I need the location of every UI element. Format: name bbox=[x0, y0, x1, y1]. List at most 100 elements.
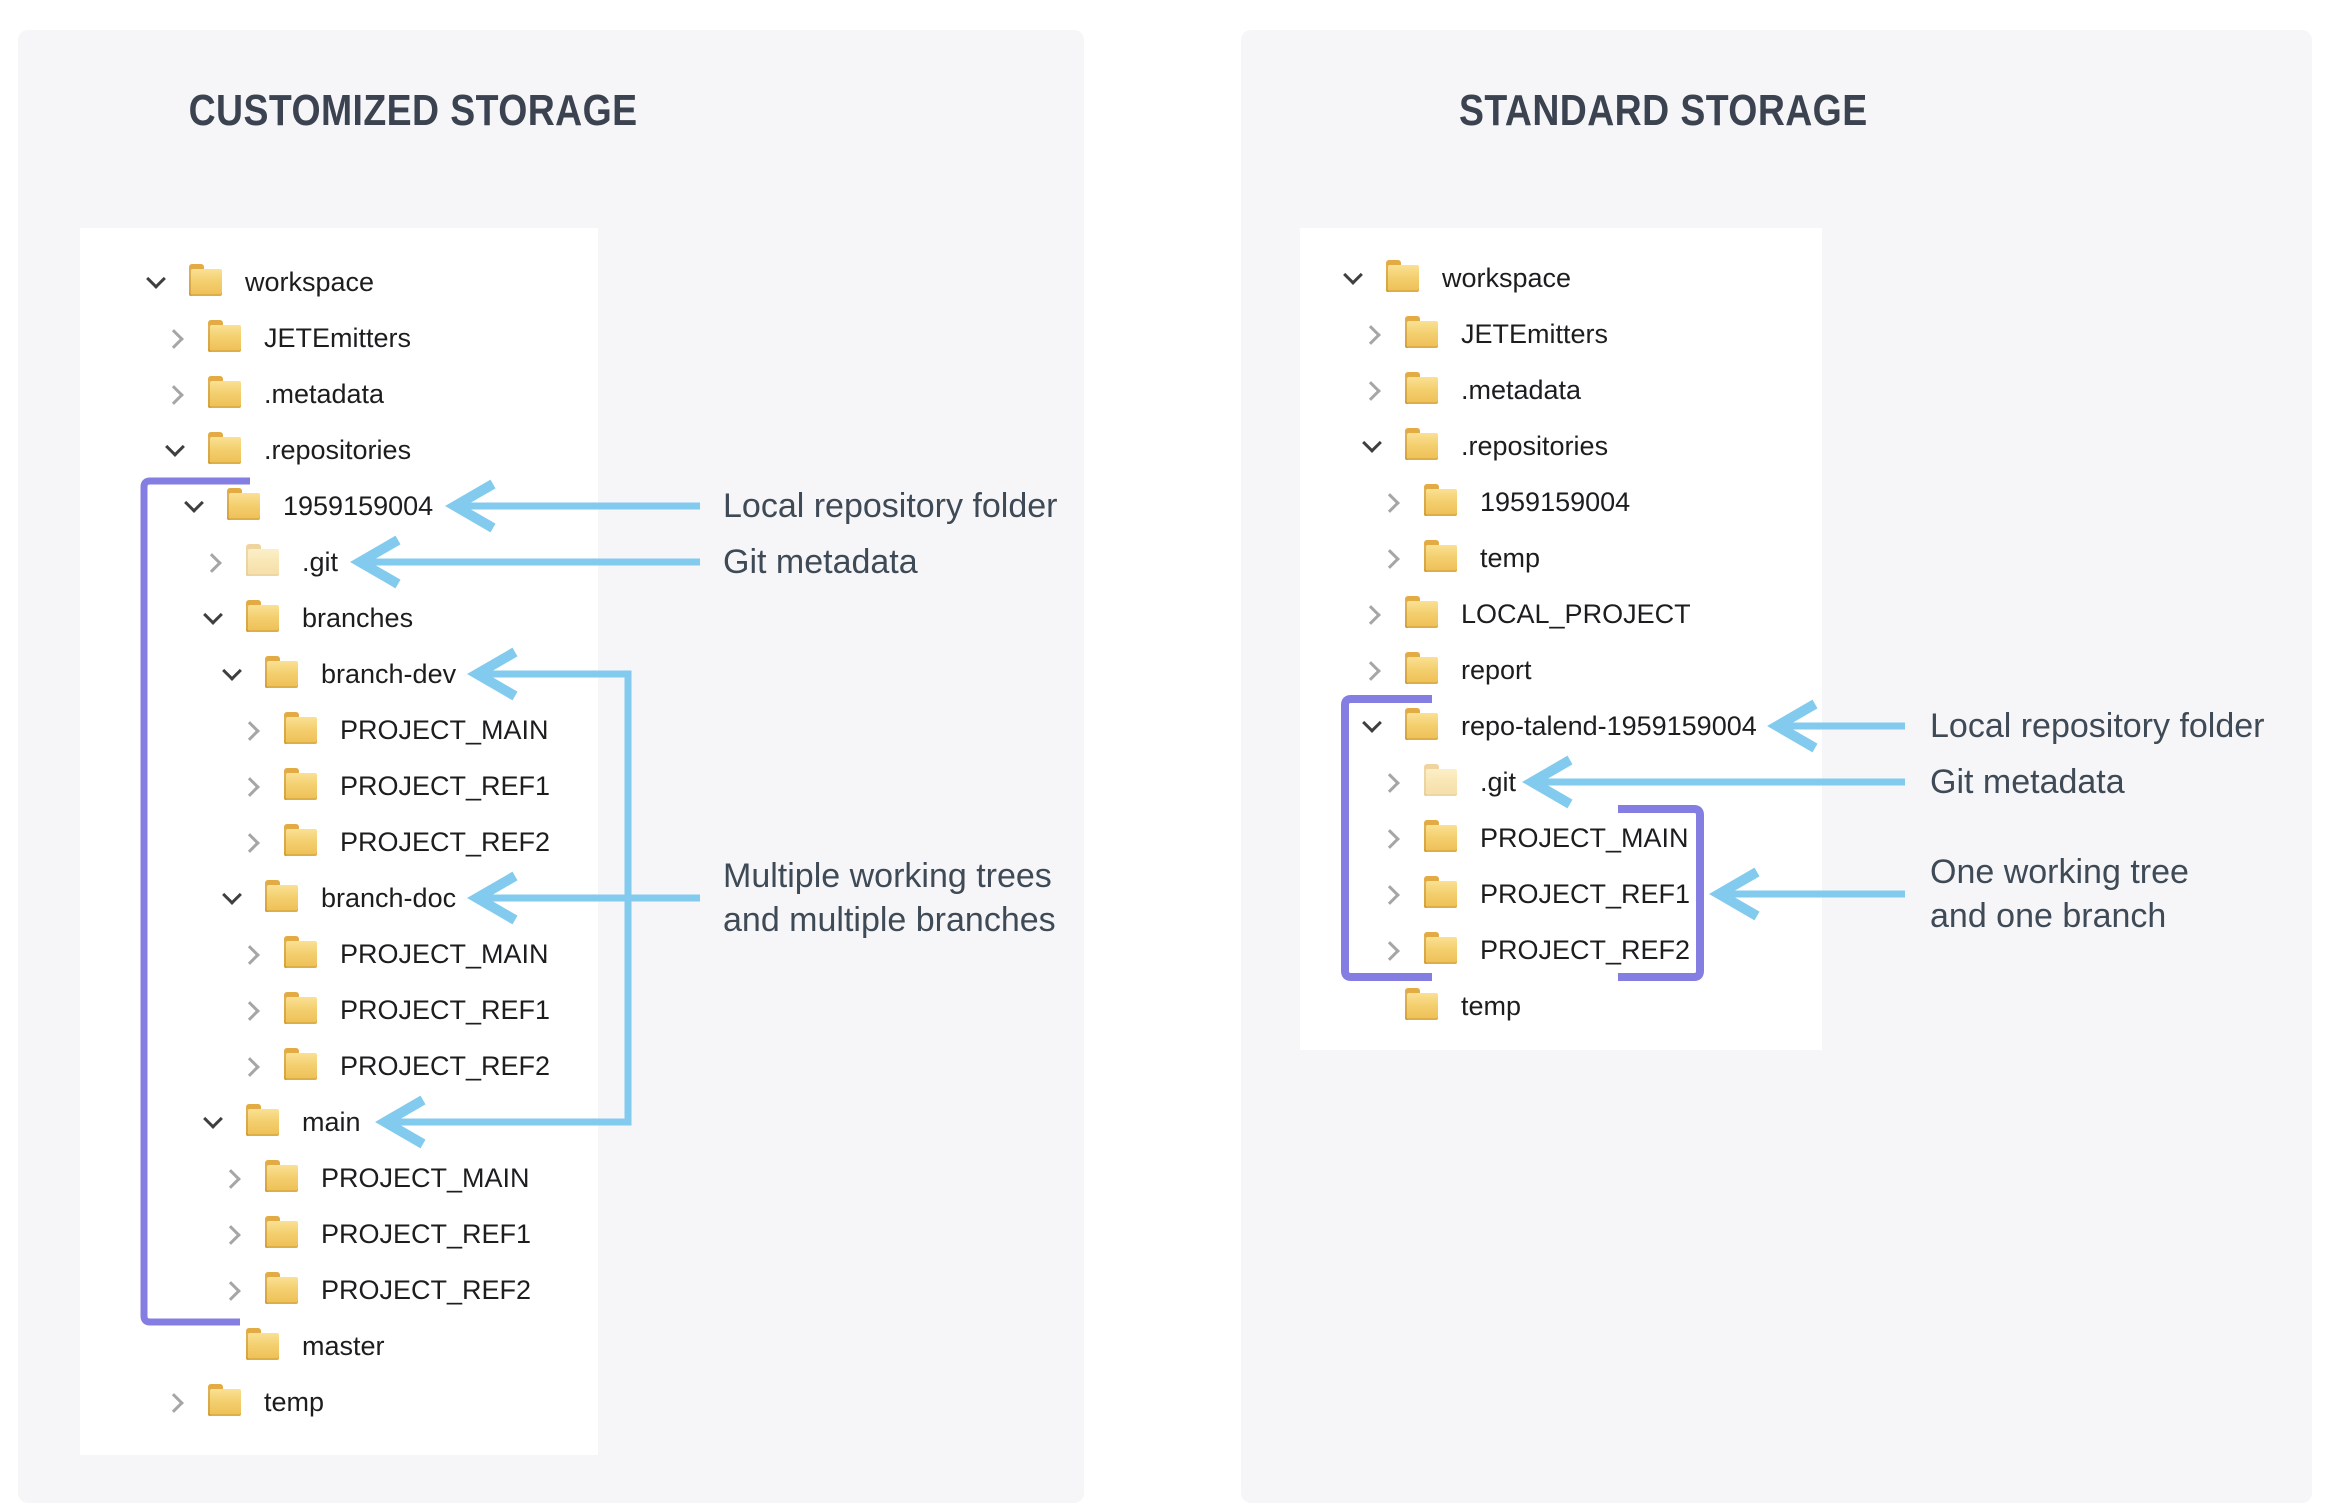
tree-row[interactable]: branch-doc bbox=[80, 870, 598, 926]
tree-row[interactable]: PROJECT_REF2 bbox=[80, 1262, 598, 1318]
tree-row[interactable]: 1959159004 bbox=[1300, 474, 1822, 530]
chevron-right-icon[interactable] bbox=[1378, 545, 1404, 571]
tree-item-label: workspace bbox=[245, 266, 375, 297]
tree-row[interactable]: .metadata bbox=[1300, 362, 1822, 418]
folder-icon bbox=[208, 375, 241, 408]
chevron-right-icon[interactable] bbox=[219, 1277, 245, 1303]
chevron-down-icon[interactable] bbox=[200, 1109, 226, 1135]
tree-row[interactable]: 1959159004 bbox=[80, 478, 598, 534]
folder-icon bbox=[1424, 931, 1457, 964]
chevron-right-icon[interactable] bbox=[1378, 881, 1404, 907]
folder-icon bbox=[265, 1159, 298, 1192]
tree-row[interactable]: temp bbox=[1300, 978, 1822, 1034]
right-panel-title-text: STANDARD STORAGE bbox=[1458, 86, 1868, 135]
tree-row[interactable]: .repositories bbox=[1300, 418, 1822, 474]
chevron-right-icon[interactable] bbox=[1378, 489, 1404, 515]
tree-item-label: PROJECT_REF1 bbox=[1480, 878, 1691, 909]
tree-row[interactable]: report bbox=[1300, 642, 1822, 698]
chevron-down-icon[interactable] bbox=[1359, 433, 1385, 459]
tree-row[interactable]: .repositories bbox=[80, 422, 598, 478]
tree-row[interactable]: JETEmitters bbox=[80, 310, 598, 366]
tree-item-label: PROJECT_REF2 bbox=[321, 1274, 532, 1305]
chevron-right-icon[interactable] bbox=[1359, 657, 1385, 683]
tree-row[interactable]: LOCAL_PROJECT bbox=[1300, 586, 1822, 642]
chevron-right-icon[interactable] bbox=[238, 941, 264, 967]
tree-row[interactable]: PROJECT_REF1 bbox=[1300, 866, 1822, 922]
tree-row[interactable]: .git bbox=[1300, 754, 1822, 810]
chevron-right-icon[interactable] bbox=[1378, 937, 1404, 963]
chevron-right-icon[interactable] bbox=[219, 1221, 245, 1247]
chevron-right-icon[interactable] bbox=[238, 773, 264, 799]
tree-item-label: repo-talend-1959159004 bbox=[1461, 710, 1757, 741]
tree-row[interactable]: JETEmitters bbox=[1300, 306, 1822, 362]
folder-icon bbox=[246, 1103, 279, 1136]
chevron-down-icon[interactable] bbox=[143, 269, 169, 295]
annotation-text: Local repository folder bbox=[1930, 707, 2265, 745]
tree-row[interactable]: PROJECT_MAIN bbox=[80, 702, 598, 758]
folder-icon bbox=[284, 767, 317, 800]
tree-row[interactable]: PROJECT_REF2 bbox=[80, 814, 598, 870]
chevron-down-icon[interactable] bbox=[1359, 713, 1385, 739]
chevron-down-icon[interactable] bbox=[1340, 265, 1366, 291]
tree-item-label: PROJECT_REF2 bbox=[340, 826, 551, 857]
folder-icon bbox=[189, 263, 222, 296]
chevron-down-icon[interactable] bbox=[200, 605, 226, 631]
chevron-right-icon[interactable] bbox=[162, 381, 188, 407]
chevron-right-icon[interactable] bbox=[200, 549, 226, 575]
tree-row[interactable]: workspace bbox=[1300, 250, 1822, 306]
chevron-right-icon[interactable] bbox=[238, 997, 264, 1023]
tree-row[interactable]: workspace bbox=[80, 254, 598, 310]
tree-row[interactable]: PROJECT_REF1 bbox=[80, 758, 598, 814]
tree-row[interactable]: PROJECT_MAIN bbox=[80, 926, 598, 982]
tree-row[interactable]: main bbox=[80, 1094, 598, 1150]
chevron-down-icon[interactable] bbox=[219, 661, 245, 687]
tree-item-label: LOCAL_PROJECT bbox=[1461, 598, 1691, 629]
chevron-right-icon[interactable] bbox=[162, 1389, 188, 1415]
folder-icon bbox=[265, 1215, 298, 1248]
annotation-label-local-repo-left: Local repository folder bbox=[723, 484, 1058, 528]
chevron-spacer bbox=[200, 1333, 226, 1359]
chevron-right-icon[interactable] bbox=[1378, 825, 1404, 851]
folder-icon bbox=[1405, 315, 1438, 348]
tree-item-label: temp bbox=[1461, 990, 1522, 1021]
chevron-down-icon[interactable] bbox=[219, 885, 245, 911]
tree-row[interactable]: PROJECT_REF2 bbox=[80, 1038, 598, 1094]
tree-item-label: branches bbox=[302, 602, 414, 633]
tree-item-label: .metadata bbox=[1461, 374, 1582, 405]
tree-row[interactable]: PROJECT_REF2 bbox=[1300, 922, 1822, 978]
annotation-text: Git metadata bbox=[723, 543, 918, 581]
tree-row[interactable]: PROJECT_MAIN bbox=[1300, 810, 1822, 866]
tree-row[interactable]: PROJECT_REF1 bbox=[80, 1206, 598, 1262]
tree-row[interactable]: PROJECT_MAIN bbox=[80, 1150, 598, 1206]
tree-item-label: PROJECT_REF1 bbox=[340, 770, 551, 801]
tree-row[interactable]: .metadata bbox=[80, 366, 598, 422]
tree-row[interactable]: .git bbox=[80, 534, 598, 590]
tree-item-label: PROJECT_REF2 bbox=[340, 1050, 551, 1081]
chevron-right-icon[interactable] bbox=[219, 1165, 245, 1191]
tree-row[interactable]: temp bbox=[80, 1374, 598, 1430]
chevron-right-icon[interactable] bbox=[238, 1053, 264, 1079]
chevron-right-icon[interactable] bbox=[1359, 321, 1385, 347]
chevron-down-icon[interactable] bbox=[162, 437, 188, 463]
tree-row[interactable]: branches bbox=[80, 590, 598, 646]
chevron-right-icon[interactable] bbox=[238, 717, 264, 743]
chevron-right-icon[interactable] bbox=[162, 325, 188, 351]
chevron-right-icon[interactable] bbox=[1359, 601, 1385, 627]
tree-row[interactable]: PROJECT_REF1 bbox=[80, 982, 598, 1038]
tree-item-label: .metadata bbox=[264, 378, 385, 409]
tree-row[interactable]: temp bbox=[1300, 530, 1822, 586]
right-panel-title: STANDARD STORAGE bbox=[1241, 84, 2085, 138]
tree-row[interactable]: repo-talend-1959159004 bbox=[1300, 698, 1822, 754]
folder-icon bbox=[1424, 875, 1457, 908]
tree-row[interactable]: branch-dev bbox=[80, 646, 598, 702]
annotation-label-working-tree: One working tree and one branch bbox=[1930, 850, 2189, 938]
folder-icon bbox=[1405, 595, 1438, 628]
chevron-down-icon[interactable] bbox=[181, 493, 207, 519]
tree-row[interactable]: master bbox=[80, 1318, 598, 1374]
chevron-right-icon[interactable] bbox=[1359, 377, 1385, 403]
annotation-text-line1: One working tree bbox=[1930, 853, 2189, 891]
tree-item-label: .git bbox=[302, 546, 339, 577]
chevron-right-icon[interactable] bbox=[238, 829, 264, 855]
tree-item-label: PROJECT_MAIN bbox=[1480, 822, 1689, 853]
chevron-right-icon[interactable] bbox=[1378, 769, 1404, 795]
